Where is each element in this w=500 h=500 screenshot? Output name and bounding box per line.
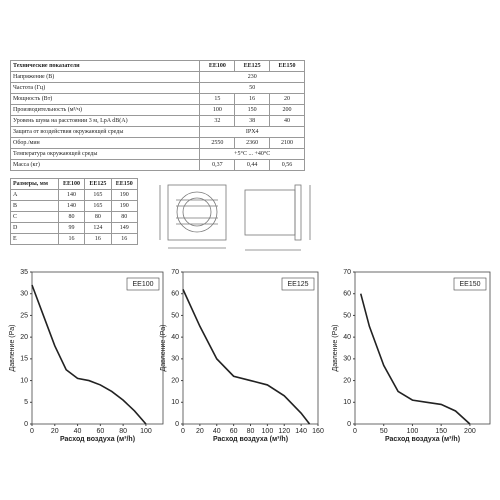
table-cell: 0,56 — [269, 159, 305, 171]
table-cell: 16 — [57, 233, 86, 245]
table-cell: 0,37 — [199, 159, 236, 171]
table-row: Мощность (Вт) 15 16 20 — [9, 93, 305, 105]
y-tick-label: 60 — [171, 291, 179, 298]
y-tick-label: 0 — [347, 421, 351, 428]
legend-label: EE125 — [287, 281, 308, 288]
x-tick-label: 60 — [96, 428, 104, 435]
x-tick-label: 80 — [119, 428, 127, 435]
legend-box — [281, 277, 315, 291]
x-tick-label: 20 — [51, 428, 59, 435]
table-row: A 140 165 190 — [10, 189, 139, 201]
y-tick-label: 60 — [343, 291, 351, 298]
y-tick-label: 20 — [20, 334, 28, 341]
x-tick-label: 80 — [247, 428, 255, 435]
table-cell: Масса (кг) — [9, 159, 201, 171]
x-tick-label: 40 — [213, 428, 221, 435]
plot-frame — [182, 271, 319, 425]
table-row: Защита от воздействия окружающей среды IP… — [9, 126, 305, 138]
table-row: Масса (кг) 0,37 0,44 0,56 — [9, 159, 305, 171]
y-tick-label: 0 — [24, 421, 28, 428]
dimensions-table: Размеры, мм EE100 EE125 EE150 A 140 165 190 B 140… — [10, 178, 139, 245]
legend-label: EE150 — [459, 281, 480, 288]
y-tick-label: 70 — [171, 269, 179, 276]
table-cell: 16 — [110, 233, 139, 245]
data-line — [182, 289, 311, 425]
y-tick-label: 10 — [343, 399, 351, 406]
y-tick-label: 25 — [20, 312, 28, 319]
x-axis-label: Расход воздуха (м³/h) — [60, 436, 135, 443]
legend-box — [453, 277, 487, 291]
y-tick-label: 40 — [171, 334, 179, 341]
x-tick-label: 50 — [380, 428, 388, 435]
plot-frame — [31, 271, 164, 425]
y-tick-label: 20 — [343, 377, 351, 384]
x-tick-label: 0 — [353, 428, 357, 435]
fan-drawing — [159, 184, 311, 251]
x-tick-label: 150 — [435, 428, 447, 435]
y-tick-label: 10 — [20, 377, 28, 384]
y-tick-label: 35 — [20, 269, 28, 276]
y-tick-label: 15 — [20, 356, 28, 363]
x-tick-label: 200 — [464, 428, 476, 435]
legend-box — [126, 277, 160, 291]
y-tick-label: 30 — [20, 291, 28, 298]
x-axis-label: Расход воздуха (м³/h) — [385, 436, 460, 443]
y-tick-label: 40 — [343, 334, 351, 341]
data-line — [31, 284, 147, 425]
table-row: Размеры, мм EE100 EE125 EE150 — [10, 178, 139, 190]
x-tick-label: 100 — [140, 428, 152, 435]
x-axis-label: Расход воздуха (м³/h) — [213, 436, 288, 443]
table-row: Технические показатели EE100 EE125 EE150 — [9, 60, 305, 72]
y-axis-label: Давление (Pa) — [160, 324, 167, 371]
y-tick-label: 20 — [171, 377, 179, 384]
y-tick-label: 30 — [343, 356, 351, 363]
x-tick-label: 120 — [278, 428, 290, 435]
table-row: E 16 16 16 — [10, 233, 139, 245]
x-tick-label: 140 — [295, 428, 307, 435]
y-tick-label: 70 — [343, 269, 351, 276]
table-row: C 80 80 80 — [10, 211, 139, 223]
legend-label: EE100 — [132, 281, 153, 288]
y-tick-label: 50 — [343, 312, 351, 319]
table-row: Частота (Гц) 50 — [9, 82, 305, 94]
data-line — [359, 293, 471, 425]
x-tick-label: 100 — [262, 428, 274, 435]
x-tick-label: 40 — [74, 428, 82, 435]
plot-frame — [354, 271, 491, 425]
y-tick-label: 0 — [175, 421, 179, 428]
y-tick-label: 50 — [171, 312, 179, 319]
y-axis-label: Давление (Pa) — [9, 324, 16, 371]
x-tick-label: 0 — [181, 428, 185, 435]
specs-table: Технические показатели EE100 EE125 EE150 Нап… — [9, 60, 305, 171]
y-tick-label: 5 — [24, 399, 28, 406]
x-tick-label: 160 — [312, 428, 324, 435]
y-tick-label: 10 — [171, 399, 179, 406]
x-tick-label: 100 — [407, 428, 419, 435]
x-tick-label: 60 — [230, 428, 238, 435]
y-tick-label: 30 — [171, 356, 179, 363]
x-tick-label: 0 — [30, 428, 34, 435]
x-tick-label: 20 — [196, 428, 204, 435]
y-axis-label: Давление (Pa) — [332, 324, 339, 371]
